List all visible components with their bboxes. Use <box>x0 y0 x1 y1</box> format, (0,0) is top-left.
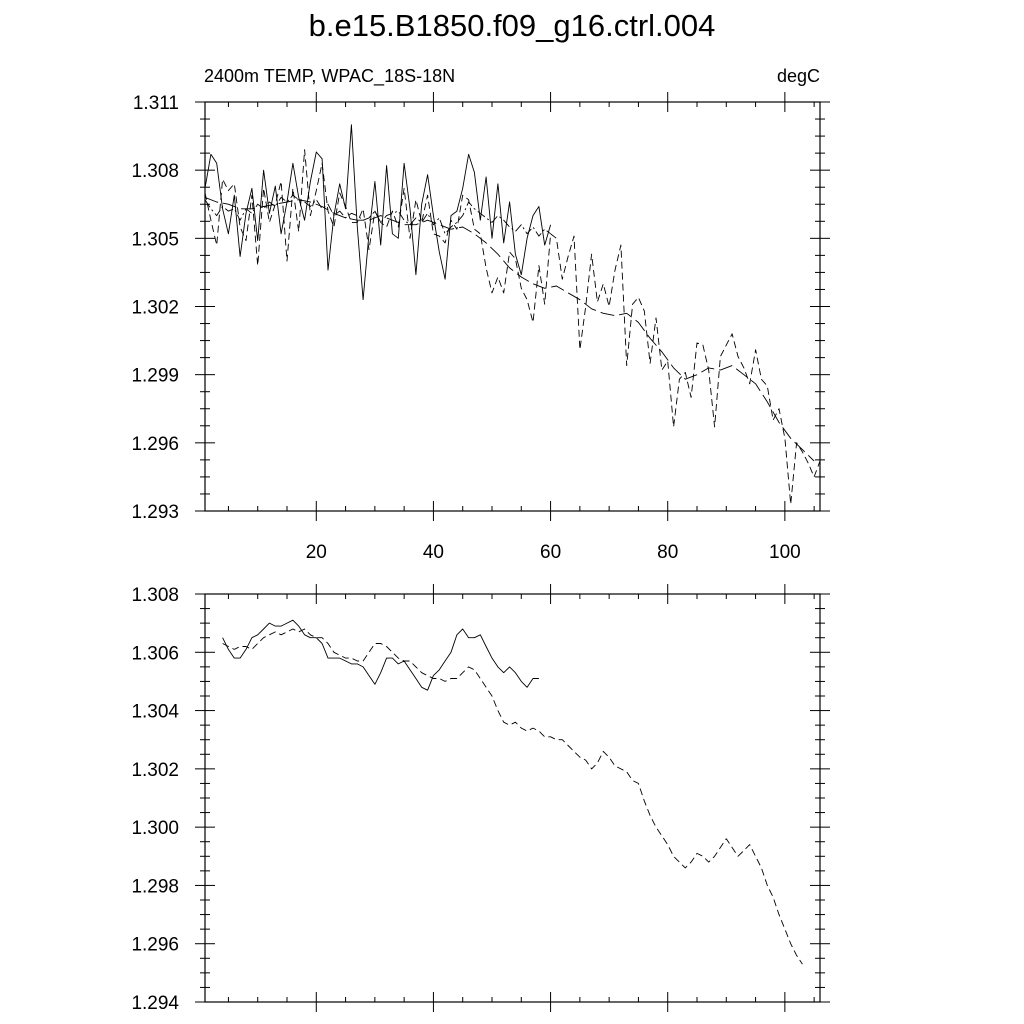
series-line-solid <box>204 124 552 301</box>
x-tick-label: 20 <box>306 542 327 563</box>
panel-bottom: 1.308 1.306 1.304 1.302 1.300 1.298 1.296 1.294 <box>131 584 830 1014</box>
panel-top-subtitle-right: degC <box>777 66 820 86</box>
y-tick-label: 1.308 <box>131 161 179 182</box>
y-tick-label: 1.296 <box>131 434 179 455</box>
y-tick-label: 1.306 <box>131 643 179 664</box>
plot-frame <box>204 593 821 1003</box>
y-tick-label: 1.304 <box>131 702 179 723</box>
plot-frame <box>204 101 821 512</box>
y-tick-label: 1.300 <box>131 818 179 839</box>
series-line-dashed <box>204 149 821 505</box>
x-tick-label: 100 <box>769 542 801 563</box>
y-tick-label: 1.302 <box>131 760 179 781</box>
y-tick-label: 1.299 <box>131 366 179 387</box>
y-tick-label: 1.308 <box>131 585 179 606</box>
y-tick-label: 1.296 <box>131 935 179 956</box>
chart-title: b.e15.B1850.f09_g16.ctrl.004 <box>309 8 716 43</box>
y-tick-label: 1.293 <box>131 502 179 523</box>
series-line-longdash <box>204 196 815 462</box>
y-tick-label: 1.305 <box>131 229 179 250</box>
x-tick-label: 40 <box>423 542 444 563</box>
panel-top-subtitle-left: 2400m TEMP, WPAC_18S-18N <box>204 66 455 87</box>
series-line-solid <box>222 619 539 691</box>
x-tick-label: 60 <box>540 542 561 563</box>
y-tick-label: 1.302 <box>131 298 179 319</box>
series-line-dashed <box>222 628 803 965</box>
y-tick-label: 1.311 <box>133 93 179 114</box>
panel-top: 20 40 60 80 100 1.311 1.308 1.305 1.302 1.299 1.29… <box>131 92 830 563</box>
x-tick-label: 80 <box>657 542 678 563</box>
y-tick-label: 1.298 <box>131 876 179 897</box>
y-tick-label: 1.294 <box>131 993 179 1014</box>
